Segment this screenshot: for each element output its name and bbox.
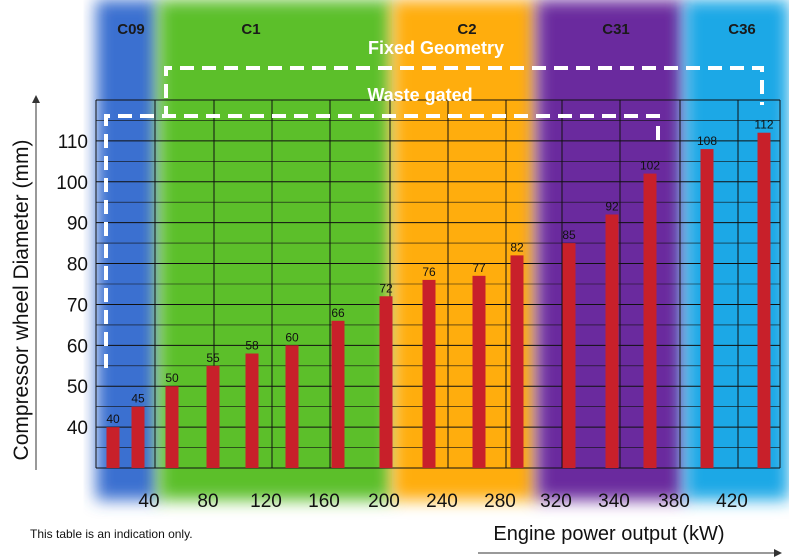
bar: [379, 296, 393, 468]
bar-value-label: 66: [331, 306, 345, 320]
y-tick-label: 70: [67, 295, 88, 316]
bar-value-label: 102: [640, 159, 660, 173]
bar: [206, 365, 220, 468]
bar: [245, 353, 259, 468]
x-tick-label: 40: [138, 491, 159, 512]
bars: [106, 132, 771, 469]
fixed-geometry-label: Fixed Geometry: [368, 38, 504, 58]
bar-value-label: 60: [285, 330, 299, 344]
bar-value-label: 40: [106, 412, 120, 426]
band-c36: [684, 0, 789, 500]
x-tick-label: 320: [540, 491, 572, 512]
x-tick-label: 80: [197, 491, 218, 512]
y-tick-label: 90: [67, 214, 88, 235]
bar: [643, 173, 657, 468]
x-tick-labels: 40 80 120 160 200 240 280 320 340 380 420: [138, 491, 747, 512]
bar-value-label: 45: [131, 392, 145, 406]
y-tick-label: 60: [67, 336, 88, 357]
y-tick-label: 40: [67, 418, 88, 439]
band-label-c2: C2: [457, 21, 476, 38]
bar-value-labels: 40 45 50 55 58 60 66 72 76 77 82 85 92 102 108 112: [106, 118, 774, 426]
bar: [472, 275, 486, 468]
bar-value-label: 58: [245, 339, 259, 353]
category-band-labels: C09 C1 C2 C31 C36: [117, 21, 756, 38]
y-tick-label: 110: [58, 132, 88, 153]
y-tick-labels: 40 50 60 70 80 90 100 110: [56, 132, 88, 439]
y-tick-label: 100: [56, 173, 88, 194]
bar-value-label: 92: [605, 199, 619, 213]
bar-value-label: 55: [206, 351, 220, 365]
bar: [562, 243, 576, 468]
bar: [285, 345, 299, 468]
band-label-c09: C09: [117, 21, 145, 38]
bar: [165, 386, 179, 468]
y-axis-label: Compressor wheel Diameter (mm): [10, 140, 33, 461]
x-tick-label: 420: [716, 491, 748, 512]
x-tick-label: 200: [368, 491, 400, 512]
band-label-c36: C36: [728, 21, 756, 38]
band-c1: [158, 0, 392, 500]
waste-gated-bracket: [104, 114, 660, 368]
y-tick-label: 80: [67, 255, 88, 276]
disclaimer-note: This table is an indication only.: [30, 527, 193, 541]
bar-value-label: 50: [165, 371, 179, 385]
x-tick-label: 280: [484, 491, 516, 512]
bar: [331, 320, 345, 468]
x-axis-label: Engine power output (kW): [493, 523, 724, 545]
bar-value-label: 112: [754, 118, 773, 132]
bar-value-label: 77: [472, 261, 486, 275]
waste-gated-label: Waste gated: [367, 85, 472, 105]
band-label-c1: C1: [241, 21, 260, 38]
y-tick-label: 50: [67, 377, 88, 398]
bar: [106, 427, 120, 468]
x-tick-label: 120: [250, 491, 282, 512]
x-tick-label: 240: [426, 491, 458, 512]
bar-value-label: 76: [422, 265, 436, 279]
bar-value-label: 108: [697, 134, 717, 148]
band-label-c31: C31: [602, 21, 630, 38]
bar-value-label: 85: [562, 228, 576, 242]
bar: [131, 406, 145, 468]
x-tick-label: 160: [308, 491, 340, 512]
bar-value-label: 82: [510, 240, 524, 254]
x-tick-label: 340: [598, 491, 630, 512]
bar-value-label: 72: [379, 281, 393, 295]
bar: [605, 214, 619, 468]
x-tick-label: 380: [658, 491, 690, 512]
bar: [700, 149, 714, 469]
category-bands: [96, 0, 789, 500]
bar: [757, 132, 771, 468]
bar: [422, 279, 436, 468]
bar: [510, 255, 524, 468]
